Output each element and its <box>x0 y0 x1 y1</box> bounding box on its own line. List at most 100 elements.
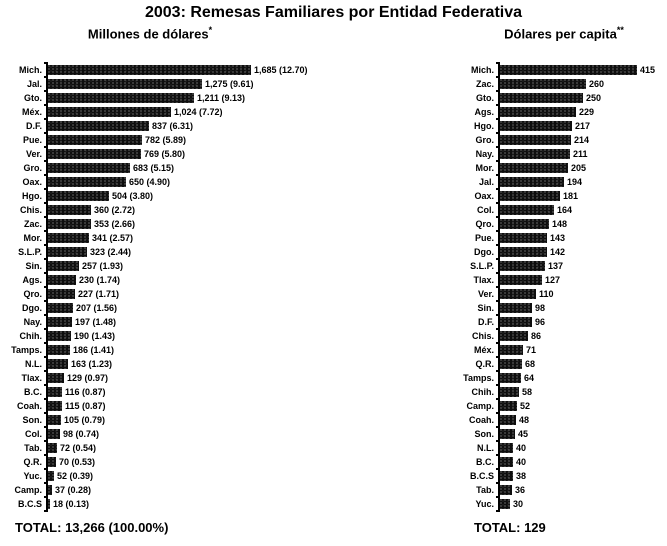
value-label: 52 (0.39) <box>57 471 94 481</box>
category-label: Coah. <box>16 401 42 411</box>
chart-row: Ver. 769 (5.80) <box>0 146 333 161</box>
axis-tick <box>44 258 48 260</box>
chart-row: S.L.P. 323 (2.44) <box>0 244 333 259</box>
chart-row: Ver. 110 <box>410 286 667 301</box>
bar-area: 148 <box>496 216 667 231</box>
bar-area: 207 (1.56) <box>44 300 333 315</box>
axis-tick <box>496 384 500 386</box>
category-label: B.C. <box>24 387 42 397</box>
axis-tick <box>496 118 500 120</box>
value-label: 207 (1.56) <box>76 303 118 313</box>
bar-area: 129 (0.97) <box>44 370 333 385</box>
bar <box>500 107 576 117</box>
axis-tick <box>496 272 500 274</box>
category-label: Tlax. <box>21 373 42 383</box>
bar <box>500 149 570 159</box>
axis-tick <box>496 398 500 400</box>
axis-tick <box>44 118 48 120</box>
bar-area: 415 <box>496 62 667 77</box>
bar <box>500 457 513 467</box>
bar-area: 227 (1.71) <box>44 286 333 301</box>
category-label: Tamps. <box>11 345 42 355</box>
axis-tick <box>44 482 48 484</box>
right-total-label: TOTAL: 129 <box>474 520 546 535</box>
bar <box>500 415 516 425</box>
value-label: 18 (0.13) <box>53 499 90 509</box>
bar-area: 37 (0.28) <box>44 482 333 497</box>
value-label: 181 <box>563 191 579 201</box>
category-label: Hgo. <box>474 121 494 131</box>
value-label: 1,211 (9.13) <box>197 93 246 103</box>
bar-area: 782 (5.89) <box>44 132 333 147</box>
bar <box>48 247 87 257</box>
category-label: Yuc. <box>475 499 494 509</box>
bar-area: 837 (6.31) <box>44 118 333 133</box>
axis-tick <box>496 132 500 134</box>
category-label: Sin. <box>477 303 494 313</box>
bar-area: 217 <box>496 118 667 133</box>
category-label: Q.R. <box>23 457 42 467</box>
bar <box>48 191 109 201</box>
bar <box>48 387 62 397</box>
axis-tick <box>44 174 48 176</box>
value-label: 1,685 (12.70) <box>254 65 308 75</box>
bar <box>48 471 54 481</box>
bar <box>500 331 528 341</box>
bar <box>48 415 61 425</box>
axis-tick <box>496 314 500 316</box>
bar-area: 164 <box>496 202 667 217</box>
value-label: 1,024 (7.72) <box>174 107 223 117</box>
axis-tick <box>44 412 48 414</box>
axis-tick <box>44 132 48 134</box>
value-label: 98 (0.74) <box>63 429 100 439</box>
chart-title: 2003: Remesas Familiares por Entidad Fed… <box>144 4 523 21</box>
category-label: Gto. <box>476 93 494 103</box>
value-label: 353 (2.66) <box>94 219 136 229</box>
axis-tick <box>44 342 48 344</box>
axis-tick <box>496 174 500 176</box>
axis-tick <box>44 216 48 218</box>
chart-row: Tab. 72 (0.54) <box>0 440 333 455</box>
bar-area: 1,275 (9.61) <box>44 76 333 91</box>
value-label: 837 (6.31) <box>152 121 194 131</box>
category-label: D.F. <box>477 317 494 327</box>
bar-area: 72 (0.54) <box>44 440 333 455</box>
axis-tick <box>44 272 48 274</box>
category-label: Chis. <box>19 205 42 215</box>
bar-area: 181 <box>496 188 667 203</box>
category-label: Camp. <box>14 485 42 495</box>
axis-tick <box>44 62 48 64</box>
chart-row: Jal. 194 <box>410 174 667 189</box>
bar-area: 250 <box>496 90 667 105</box>
category-label: N.L. <box>25 359 42 369</box>
chart-row: Gro. 214 <box>410 132 667 147</box>
value-label: 70 (0.53) <box>59 457 96 467</box>
axis-tick <box>496 230 500 232</box>
axis-tick <box>496 202 500 204</box>
value-label: 72 (0.54) <box>60 443 97 453</box>
chart-row: Yuc. 52 (0.39) <box>0 468 333 483</box>
bar <box>48 135 142 145</box>
category-label: Col. <box>25 429 42 439</box>
bar-area: 257 (1.93) <box>44 258 333 273</box>
chart-row: Tab. 36 <box>410 482 667 497</box>
value-label: 40 <box>516 443 527 453</box>
bar <box>48 79 202 89</box>
bar <box>500 93 583 103</box>
category-label: Hgo. <box>22 191 42 201</box>
value-label: 227 (1.71) <box>78 289 120 299</box>
axis-tick <box>496 216 500 218</box>
bar <box>48 65 251 75</box>
bar <box>500 303 532 313</box>
right-subtitle-footnote-mark: ** <box>616 25 624 35</box>
value-label: 96 <box>535 317 546 327</box>
chart-row: S.L.P. 137 <box>410 258 667 273</box>
chart-row: Coah. 115 (0.87) <box>0 398 333 413</box>
chart-row: D.F. 837 (6.31) <box>0 118 333 133</box>
axis-tick <box>496 496 500 498</box>
axis-tick <box>496 412 500 414</box>
chart-row: Gro. 683 (5.15) <box>0 160 333 175</box>
bar <box>48 163 130 173</box>
category-label: Ags. <box>474 107 494 117</box>
